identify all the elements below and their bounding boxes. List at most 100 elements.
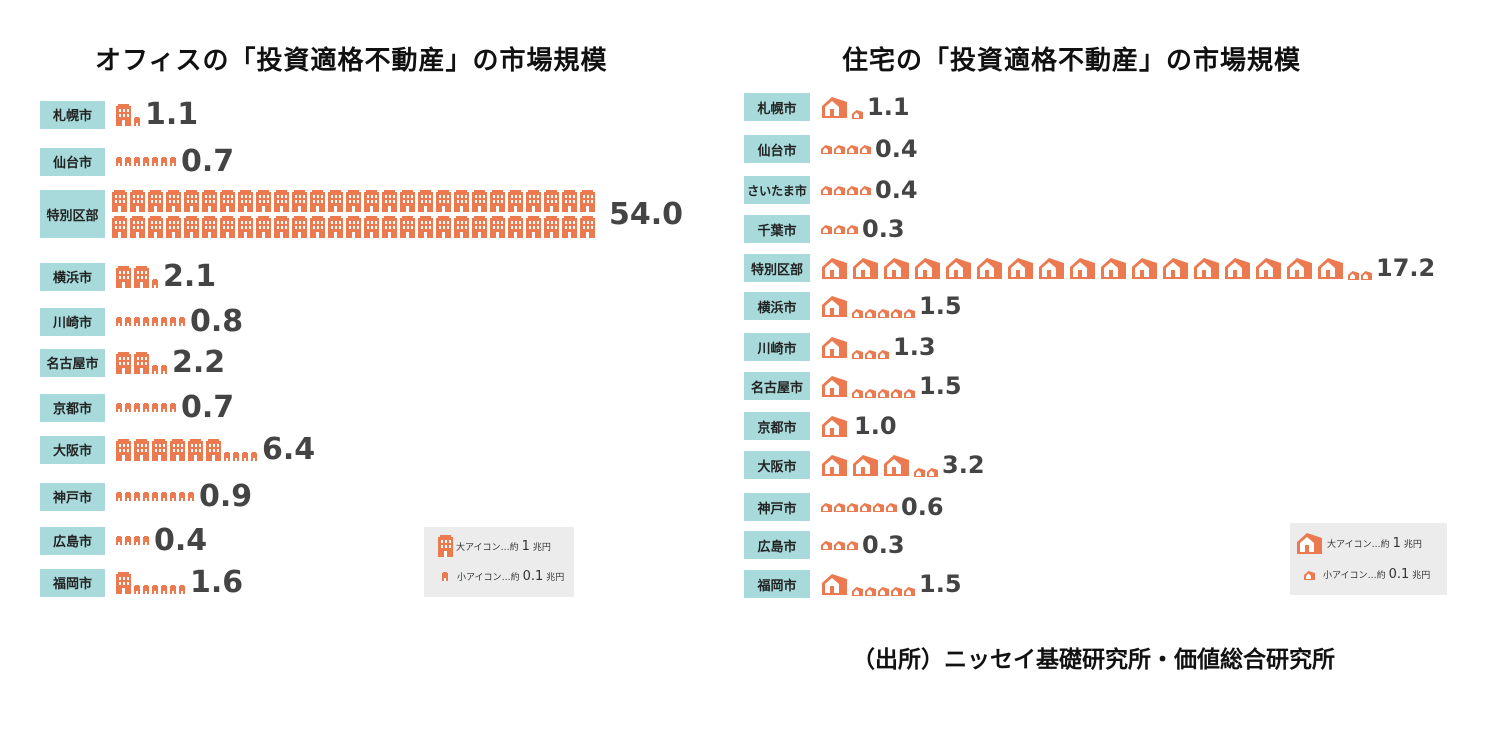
big-building-icon — [166, 216, 181, 238]
home-icon-group — [821, 256, 1374, 280]
big-house-icon — [822, 258, 847, 279]
big-building-icon — [490, 216, 505, 238]
home-legend-big: 大アイコン …約 1 兆円 — [1296, 531, 1422, 555]
office-icon-group — [112, 190, 607, 238]
big-house-icon — [822, 337, 847, 358]
legend-small-label: 小アイコン — [457, 573, 502, 583]
big-building-icon — [400, 216, 415, 238]
office-value-label: 0.7 — [181, 390, 235, 425]
home-row: 神戸市 0.6 — [744, 493, 944, 521]
office-icon-group — [116, 571, 188, 594]
home-value-label: 0.3 — [862, 531, 905, 559]
office-row: 横浜市 2.1 — [40, 259, 216, 294]
big-house-icon — [822, 376, 847, 397]
big-building-icon — [562, 216, 577, 238]
big-house-icon — [1070, 258, 1095, 279]
big-building-icon — [220, 190, 235, 212]
office-row: 大阪市 6.4 — [40, 432, 315, 467]
legend-big-value: 1 — [521, 538, 530, 554]
office-row: 札幌市 1.1 — [40, 97, 198, 132]
office-icon-group — [116, 492, 197, 501]
small-building-icon — [161, 364, 167, 374]
big-building-icon — [116, 571, 131, 594]
home-row: 仙台市 0.4 — [744, 135, 918, 163]
small-building-icon — [170, 492, 176, 501]
small-house-icon — [891, 587, 902, 596]
home-value-label: 1.3 — [893, 333, 936, 361]
big-building-icon — [508, 216, 523, 238]
home-icon-group — [821, 335, 891, 359]
big-building-icon — [238, 216, 253, 238]
small-building-icon — [134, 317, 140, 326]
office-category-label: 川崎市 — [40, 307, 105, 336]
office-row: 京都市 0.7 — [40, 390, 234, 425]
big-house-icon — [946, 258, 971, 279]
home-category-label: 仙台市 — [744, 135, 810, 163]
big-building-icon — [346, 190, 361, 212]
big-building-icon — [436, 190, 451, 212]
home-row: 横浜市 1.5 — [744, 292, 962, 320]
big-house-icon — [1297, 533, 1322, 554]
big-building-icon — [526, 216, 541, 238]
big-building-icon — [202, 190, 217, 212]
small-house-icon — [821, 541, 832, 550]
small-building-icon — [161, 492, 167, 501]
small-building-icon — [143, 403, 149, 412]
home-category-label: 福岡市 — [744, 570, 810, 598]
big-building-icon — [328, 190, 343, 212]
office-row: 福岡市 1.6 — [40, 565, 243, 600]
small-house-icon — [860, 503, 871, 512]
small-building-icon — [125, 403, 131, 412]
home-value-label: 1.5 — [919, 372, 962, 400]
big-building-icon — [418, 216, 433, 238]
home-row: 大阪市 3.2 — [744, 451, 985, 479]
small-house-icon — [847, 225, 858, 234]
small-building-icon — [134, 584, 140, 594]
legend-dots: …約 — [1367, 571, 1386, 581]
small-house-icon — [834, 225, 845, 234]
legend-dots: …約 — [500, 542, 519, 553]
home-category-label: 千葉市 — [744, 215, 810, 243]
small-house-icon — [865, 389, 876, 398]
small-building-icon — [134, 157, 140, 166]
small-building-icon — [125, 157, 131, 166]
big-building-icon — [116, 265, 131, 288]
big-house-icon — [1194, 258, 1219, 279]
small-house-icon — [914, 468, 925, 477]
legend-big-label: 大アイコン — [456, 542, 501, 553]
small-house-icon — [1348, 271, 1359, 280]
small-building-icon — [116, 157, 122, 166]
big-building-icon — [400, 190, 415, 212]
small-building-icon — [161, 157, 167, 166]
home-legend: 大アイコン …約 1 兆円 小アイコン …約 0.1 兆円 — [1290, 523, 1447, 595]
source-note: （出所）ニッセイ基礎研究所・価値総合研究所 — [852, 647, 1335, 673]
home-row: 札幌市 1.1 — [744, 93, 910, 121]
small-house-icon — [904, 309, 915, 318]
big-building-icon — [148, 190, 163, 212]
home-icon-group — [821, 374, 917, 398]
home-category-label: 札幌市 — [744, 93, 810, 121]
big-building-icon — [310, 216, 325, 238]
small-building-icon — [134, 116, 140, 126]
small-building-icon — [251, 451, 257, 461]
legend-small-building-icon — [442, 572, 451, 581]
big-building-icon — [134, 265, 149, 288]
small-building-icon — [143, 157, 149, 166]
office-icon-group — [116, 351, 170, 374]
small-house-icon — [1304, 570, 1315, 580]
small-house-icon — [873, 503, 884, 512]
big-building-icon — [166, 190, 181, 212]
small-house-icon — [847, 145, 858, 154]
big-building-icon — [206, 438, 221, 461]
small-house-icon — [852, 110, 863, 119]
small-house-icon — [847, 503, 858, 512]
small-building-icon — [152, 278, 158, 288]
home-icon-group — [821, 414, 852, 438]
home-category-label: 広島市 — [744, 531, 810, 559]
office-icon-group — [116, 403, 179, 412]
small-building-icon — [152, 364, 158, 374]
legend-dots: …約 — [501, 573, 520, 583]
small-house-icon — [847, 186, 858, 195]
big-house-icon — [977, 258, 1002, 279]
big-house-icon — [853, 258, 878, 279]
